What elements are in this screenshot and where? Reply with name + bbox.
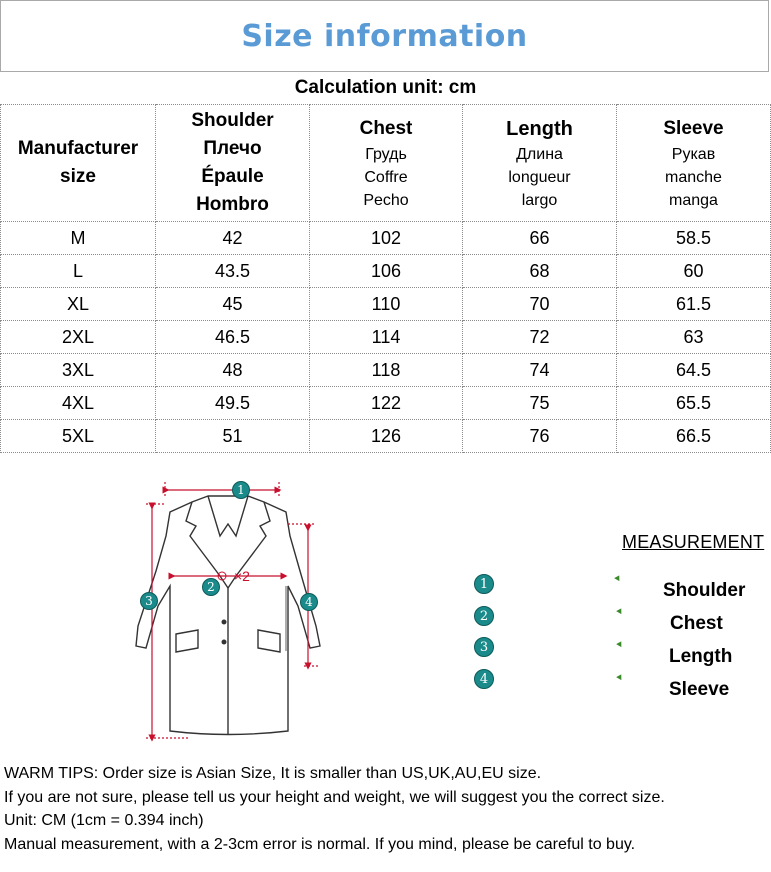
header-sleeve-es: manga <box>669 191 718 209</box>
cell-length: 66 <box>462 221 617 255</box>
header-size-line-1: Manufacturer <box>17 138 139 159</box>
legend-tick-3 <box>616 639 624 648</box>
coat-diagram: ×2 1 2 3 4 <box>128 476 328 746</box>
cell-sleeve: 66.5 <box>616 419 771 453</box>
size-table: Manufacturer size Shoulder Плечо Épaule … <box>0 104 771 453</box>
header-chest: Chest Грудь Coffre Pecho <box>309 104 463 222</box>
marker-4-badge: 4 <box>300 593 318 611</box>
header-sleeve-fr: manche <box>665 168 722 186</box>
cell-sleeve: 60 <box>616 254 771 288</box>
cell-shoulder: 49.5 <box>155 386 310 420</box>
table-row: L 43.5 106 68 60 <box>0 254 771 288</box>
legend-label-length: Length <box>669 646 733 667</box>
cell-size: 2XL <box>0 320 156 354</box>
measurement-title: MEASUREMENT <box>622 532 765 552</box>
table-row: 2XL 46.5 114 72 63 <box>0 320 771 354</box>
cell-sleeve: 65.5 <box>616 386 771 420</box>
table-row: XL 45 110 70 61.5 <box>0 287 771 321</box>
cell-size: L <box>0 254 156 288</box>
table-row: 3XL 48 118 74 64.5 <box>0 353 771 387</box>
legend-tick-4 <box>616 672 624 681</box>
cell-size: 3XL <box>0 353 156 387</box>
cell-chest: 122 <box>309 386 463 420</box>
table-header-row: Manufacturer size Shoulder Плечо Épaule … <box>0 104 771 222</box>
marker-1-badge: 1 <box>232 481 250 499</box>
cell-length: 74 <box>462 353 617 387</box>
header-chest-fr: Coffre <box>364 168 408 186</box>
legend-badge-3: 3 <box>474 637 494 657</box>
header-shoulder-es: Hombro <box>196 194 269 215</box>
header-sleeve: Sleeve Рукав manche manga <box>616 104 771 222</box>
header-sleeve-ru: Рукав <box>671 145 716 163</box>
tip-line: WARM TIPS: Order size is Asian Size, It … <box>4 765 542 782</box>
title-banner: Size information <box>0 0 769 72</box>
cell-shoulder: 48 <box>155 353 310 387</box>
page-title: Size information <box>241 18 528 54</box>
cell-size: 4XL <box>0 386 156 420</box>
cell-size: XL <box>0 287 156 321</box>
cell-chest: 102 <box>309 221 463 255</box>
cell-sleeve: 61.5 <box>616 287 771 321</box>
legend-tick-1 <box>614 573 622 582</box>
coat-button <box>221 639 227 645</box>
marker-3-badge: 3 <box>140 592 158 610</box>
table-row: M 42 102 66 58.5 <box>0 221 771 255</box>
cell-sleeve: 64.5 <box>616 353 771 387</box>
cell-chest: 114 <box>309 320 463 354</box>
cell-shoulder: 43.5 <box>155 254 310 288</box>
cell-sleeve: 58.5 <box>616 221 771 255</box>
legend-tick-2 <box>616 606 624 615</box>
cell-chest: 106 <box>309 254 463 288</box>
cell-length: 70 <box>462 287 617 321</box>
header-shoulder-fr: Épaule <box>201 166 264 187</box>
header-size-line-2: size <box>60 166 96 187</box>
header-chest-en: Chest <box>359 117 413 139</box>
tip-line: Manual measurement, with a 2-3cm error i… <box>4 835 636 853</box>
header-shoulder: Shoulder Плечо Épaule Hombro <box>155 104 310 222</box>
header-length-fr: longueur <box>508 168 571 186</box>
cell-size: M <box>0 221 156 255</box>
header-length-es: largo <box>521 191 558 209</box>
header-shoulder-ru: Плечо <box>203 138 262 159</box>
chest-multiplier: ×2 <box>234 568 250 584</box>
header-length-en: Length <box>506 117 573 140</box>
legend-badge-2: 2 <box>474 606 494 626</box>
cell-shoulder: 42 <box>155 221 310 255</box>
header-chest-es: Pecho <box>363 191 409 209</box>
cell-shoulder: 46.5 <box>155 320 310 354</box>
legend-label-sleeve: Sleeve <box>669 679 730 700</box>
unit-line: Calculation unit: cm <box>294 77 477 98</box>
legend-badge-4: 4 <box>474 669 494 689</box>
coat-illustration: ×2 <box>135 482 321 742</box>
coat-outline <box>135 495 321 736</box>
coat-button <box>221 619 227 625</box>
cell-chest: 110 <box>309 287 463 321</box>
cell-length: 68 <box>462 254 617 288</box>
cell-length: 75 <box>462 386 617 420</box>
cell-chest: 118 <box>309 353 463 387</box>
table-row: 5XL 51 126 76 66.5 <box>0 419 771 453</box>
header-length: Length Длина longueur largo <box>462 104 617 222</box>
warm-tips: WARM TIPS: Order size is Asian Size, It … <box>4 762 665 856</box>
cell-length: 76 <box>462 419 617 453</box>
tip-line: If you are not sure, please tell us your… <box>4 788 665 806</box>
header-chest-ru: Грудь <box>365 145 407 163</box>
legend-badge-1: 1 <box>474 574 494 594</box>
legend-label-shoulder: Shoulder <box>663 580 746 601</box>
header-length-ru: Длина <box>516 145 563 163</box>
cell-shoulder: 51 <box>155 419 310 453</box>
header-shoulder-en: Shoulder <box>191 110 274 131</box>
tip-line: Unit: CM (1cm = 0.394 inch) <box>4 812 204 829</box>
header-sleeve-en: Sleeve <box>663 117 724 139</box>
table-row: 4XL 49.5 122 75 65.5 <box>0 386 771 420</box>
cell-length: 72 <box>462 320 617 354</box>
legend-label-chest: Chest <box>670 613 723 634</box>
cell-chest: 126 <box>309 419 463 453</box>
marker-2-badge: 2 <box>202 578 220 596</box>
cell-shoulder: 45 <box>155 287 310 321</box>
cell-sleeve: 63 <box>616 320 771 354</box>
header-size: Manufacturer size <box>0 104 156 222</box>
cell-size: 5XL <box>0 419 156 453</box>
